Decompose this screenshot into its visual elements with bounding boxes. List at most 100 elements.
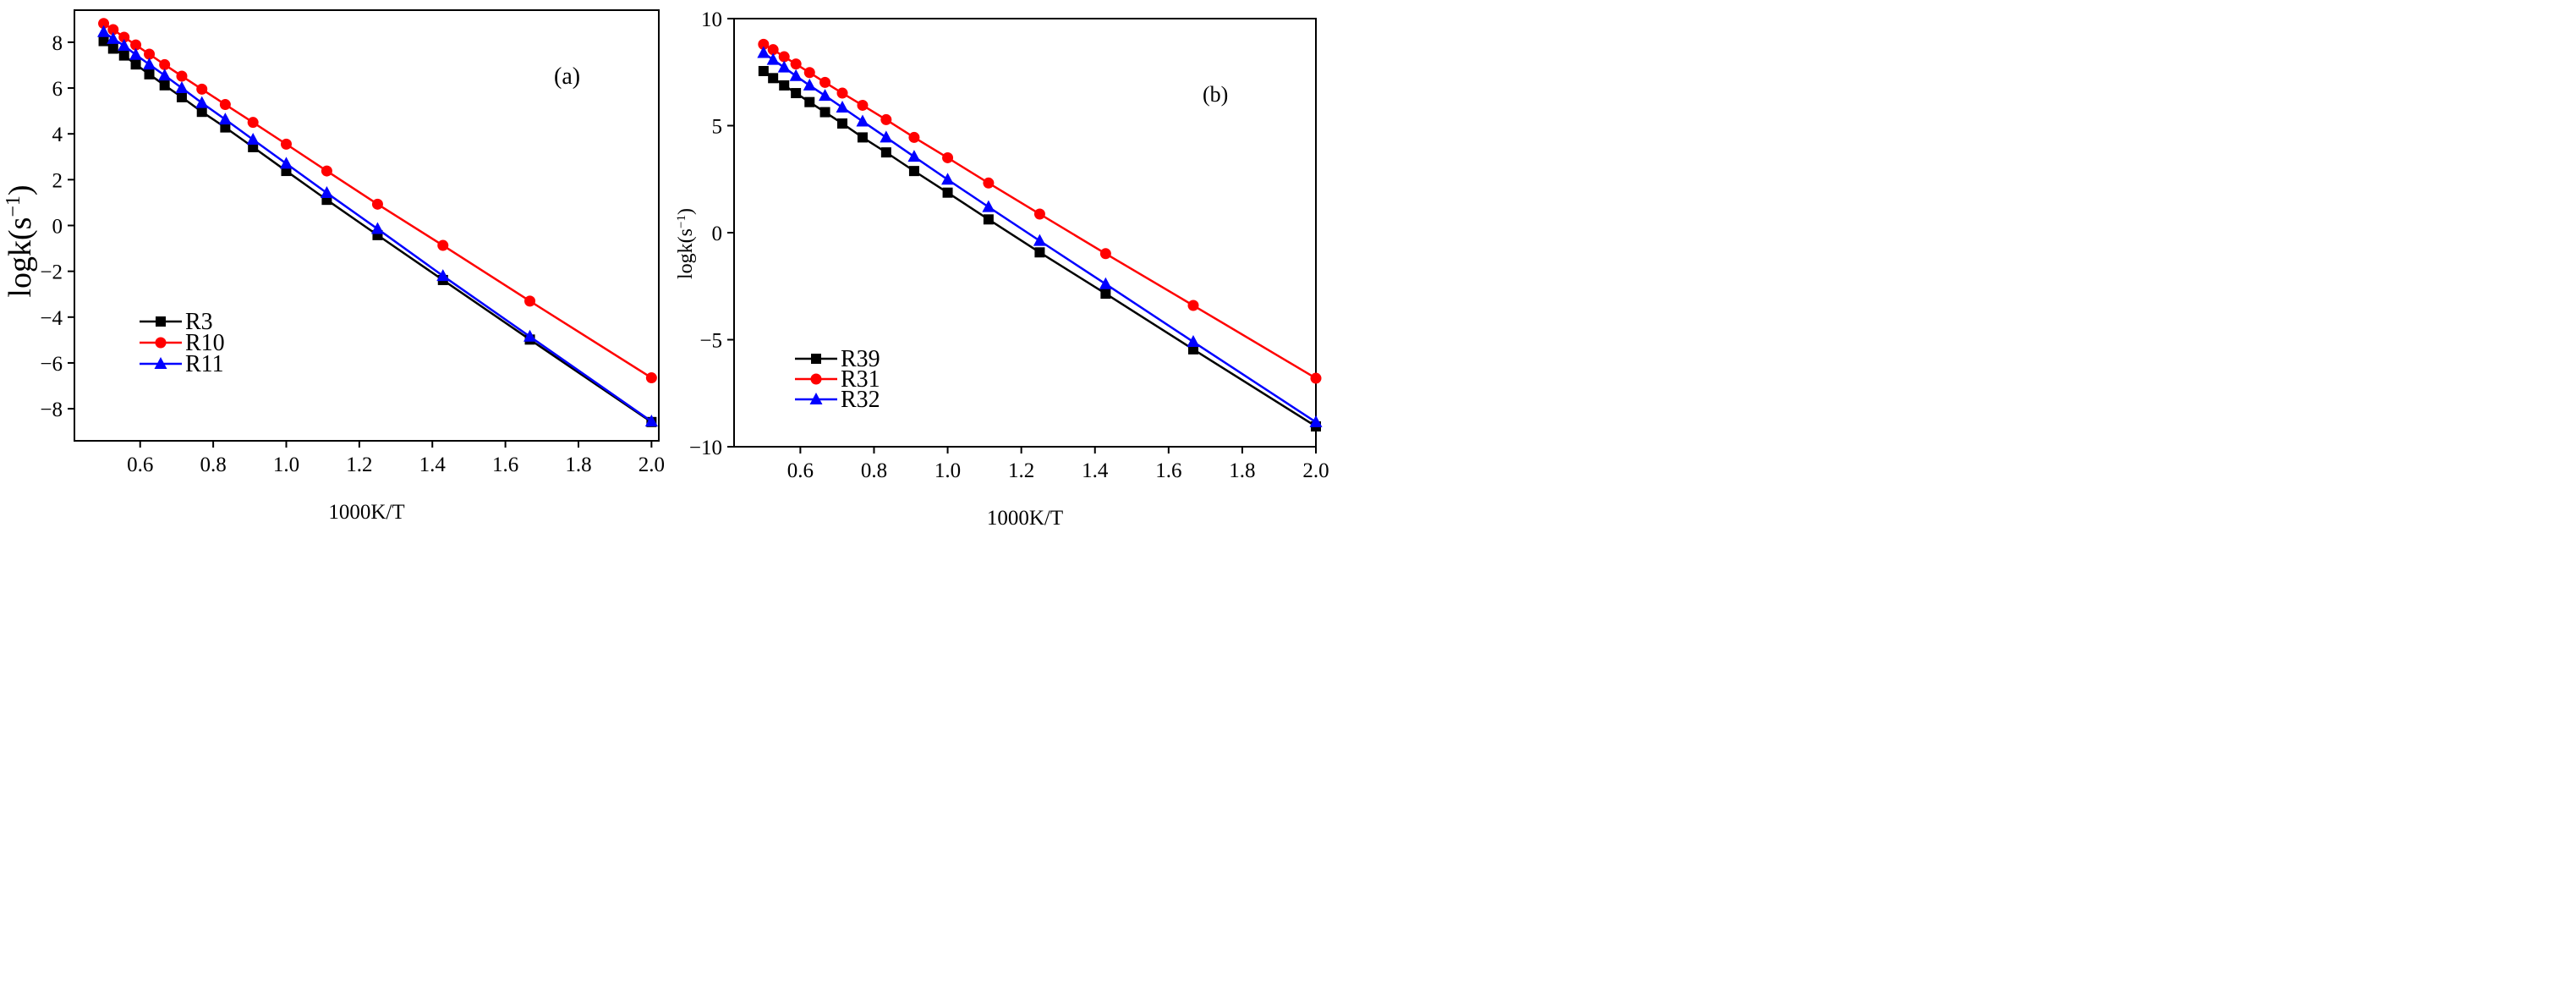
data-point-square — [758, 65, 769, 76]
legend-label: R32 — [841, 387, 880, 413]
data-point-circle — [645, 372, 657, 384]
y-tick-label: 0 — [712, 223, 723, 245]
legend-item: R32 — [795, 387, 880, 413]
legend-item: R39 — [795, 346, 880, 372]
x-tick-label: 0.8 — [861, 459, 887, 482]
data-point-triangle — [644, 414, 658, 426]
y-tick-label: 10 — [701, 8, 722, 31]
data-point-square — [819, 107, 830, 118]
data-point-circle — [810, 373, 822, 385]
data-point-square — [220, 122, 231, 133]
data-point-square — [837, 118, 848, 129]
y-tick-label: −2 — [40, 261, 63, 284]
legend-label: R10 — [185, 330, 225, 356]
data-point-triangle — [118, 38, 131, 51]
series-line — [763, 69, 1317, 428]
data-point-triangle — [320, 186, 333, 199]
series-r31 — [758, 38, 1322, 384]
x-tick-label: 1.6 — [492, 454, 518, 476]
data-point-circle — [819, 76, 831, 88]
data-point-square — [908, 166, 919, 177]
data-point-triangle — [907, 150, 921, 162]
y-tick-label: 2 — [52, 169, 63, 192]
data-point-circle — [176, 70, 188, 82]
x-tick-label: 1.2 — [346, 454, 372, 476]
legend-label: R31 — [841, 366, 880, 393]
y-tick-label: −8 — [40, 399, 63, 421]
data-point-triangle — [143, 58, 156, 70]
data-point-square — [144, 69, 155, 80]
x-tick-label: 1.0 — [273, 454, 299, 476]
panel-a: 0.6 0.8 1.0 1.2 1.4 1.6 1.8 2.0 −8 −6 −4 −2 0 2 4 6 8 100… — [3, 9, 665, 524]
x-tick-label: 1.2 — [1008, 459, 1034, 482]
data-point-triangle — [789, 69, 803, 81]
data-point-square — [880, 147, 891, 158]
x-tick-label: 1.0 — [934, 459, 961, 482]
data-point-square — [942, 187, 953, 198]
data-point-square — [811, 354, 821, 364]
data-point-circle — [219, 99, 231, 111]
y-tick-label: −10 — [689, 437, 722, 459]
panel-label: (b) — [1203, 82, 1228, 107]
data-point-circle — [155, 337, 167, 349]
data-point-circle — [280, 138, 292, 150]
data-point-circle — [790, 58, 802, 70]
data-point-triangle — [154, 357, 167, 369]
series-r11 — [97, 25, 658, 426]
data-point-circle — [524, 295, 536, 307]
legend-label: R3 — [185, 309, 213, 335]
series-r32 — [757, 46, 1323, 427]
data-point-circle — [778, 51, 790, 63]
x-tick-label: 1.8 — [565, 454, 591, 476]
data-point-circle — [1187, 300, 1199, 311]
data-point-circle — [803, 67, 815, 79]
data-point-triangle — [880, 130, 893, 143]
data-point-triangle — [175, 81, 189, 94]
y-axis-label: logk(s−1) — [3, 184, 38, 297]
data-point-triangle — [129, 47, 143, 60]
data-point-triangle — [523, 329, 537, 342]
y-tick-label: 5 — [712, 116, 723, 139]
data-point-triangle — [107, 31, 120, 44]
data-point-triangle — [856, 114, 869, 127]
series-r10 — [98, 18, 657, 384]
y-tick-label: 0 — [52, 216, 63, 239]
data-point-triangle — [982, 200, 995, 212]
legend-item: R31 — [795, 366, 880, 393]
data-point-triangle — [195, 96, 209, 108]
data-point-square — [983, 214, 994, 225]
data-point-circle — [247, 117, 259, 129]
y-tick-label: −4 — [40, 307, 63, 330]
data-point-square — [107, 43, 118, 54]
x-tick-label: 0.6 — [787, 459, 814, 482]
data-point-triangle — [97, 25, 111, 37]
x-tick-label: 0.6 — [127, 454, 153, 476]
data-point-square — [159, 80, 170, 91]
data-point-circle — [98, 18, 110, 30]
data-point-square — [1034, 247, 1045, 258]
data-point-square — [857, 132, 868, 143]
data-point-square — [768, 73, 779, 84]
data-point-circle — [144, 48, 156, 60]
data-point-triangle — [809, 393, 823, 404]
y-tick-label: 6 — [52, 78, 63, 101]
data-point-square — [196, 107, 207, 118]
data-point-circle — [130, 39, 142, 51]
data-point-circle — [857, 99, 869, 111]
data-point-circle — [107, 24, 119, 36]
data-point-triangle — [1187, 335, 1200, 348]
data-point-circle — [836, 87, 848, 99]
data-point-triangle — [941, 173, 955, 185]
data-point-circle — [758, 38, 770, 50]
data-point-square — [98, 36, 109, 47]
data-point-triangle — [766, 52, 780, 65]
data-point-circle — [1099, 248, 1111, 260]
x-axis-label: 1000K/T — [987, 507, 1063, 530]
series-line — [102, 22, 653, 379]
data-point-circle — [767, 44, 779, 56]
x-tick-label: 2.0 — [1302, 459, 1329, 482]
y-tick-label: −5 — [699, 330, 722, 353]
